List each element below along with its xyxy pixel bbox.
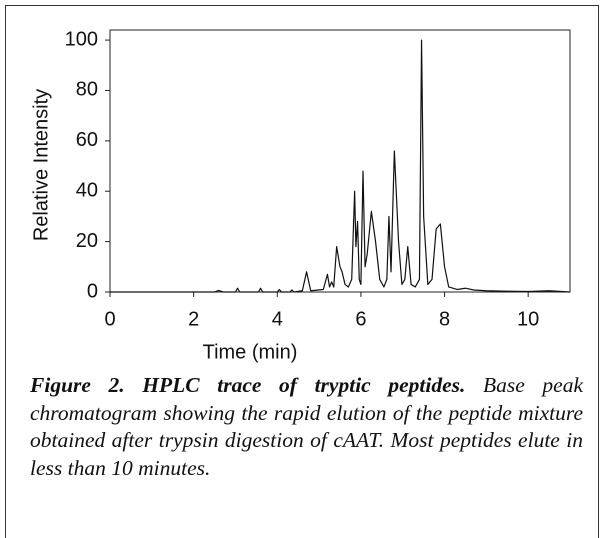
- y-tick-label: 80: [76, 79, 98, 101]
- caption-text: Base peak chromatogram showing the rapid…: [30, 373, 583, 480]
- x-tick-label: 8: [439, 308, 450, 330]
- y-tick-label: 100: [65, 28, 98, 50]
- trace: [110, 39, 571, 293]
- x-tick-label: 0: [104, 308, 115, 330]
- plot-frame: [109, 29, 571, 293]
- x-tick-label: 10: [517, 308, 539, 330]
- caption-title: Figure 2. HPLC trace of tryptic peptides…: [30, 373, 466, 397]
- y-axis-label: Relative Intensity: [30, 89, 52, 241]
- y-tick-label: 40: [76, 180, 98, 202]
- x-tick-label: 6: [355, 308, 366, 330]
- x-axis-label: Time (min): [203, 341, 298, 363]
- caption: Figure 2. HPLC trace of tryptic peptides…: [30, 372, 583, 482]
- frame: [5, 5, 599, 538]
- x-tick-label: 2: [188, 308, 199, 330]
- x-tick-label: 4: [272, 308, 283, 330]
- y-tick-label: 0: [87, 280, 98, 302]
- y-tick-label: 20: [76, 230, 98, 252]
- y-tick-label: 60: [76, 129, 98, 151]
